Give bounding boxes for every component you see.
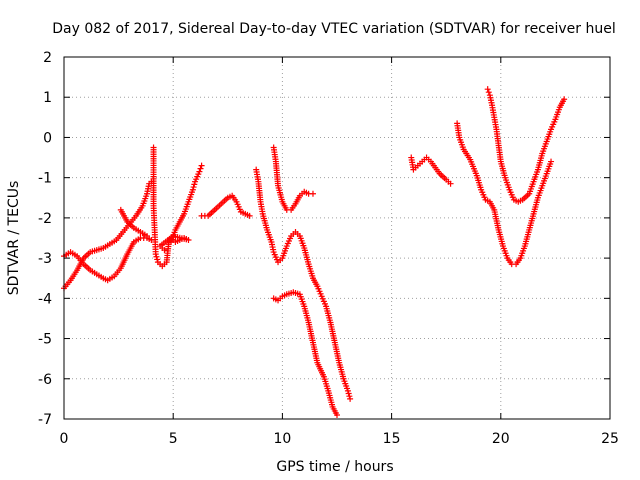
y-tick-label: 0	[43, 130, 52, 146]
y-axis-label: SDTVAR / TECUs	[6, 181, 22, 296]
data-point	[485, 86, 491, 92]
data-point	[199, 163, 205, 169]
series-track-6	[199, 193, 253, 219]
y-tick-label: -2	[38, 211, 52, 227]
series-track-5	[168, 163, 205, 245]
y-tick-label: 2	[43, 50, 52, 66]
x-axis-ticks: 0 5 10 15 20 25	[60, 57, 619, 447]
x-tick-label: 10	[273, 431, 291, 447]
data-point	[198, 166, 204, 172]
y-tick-label: -7	[38, 412, 52, 428]
x-tick-label: 15	[383, 431, 401, 447]
series-track-8	[271, 145, 316, 213]
series-track-12	[485, 86, 567, 205]
x-tick-label: 0	[60, 431, 69, 447]
series-track-7	[253, 167, 353, 402]
chart-title: Day 082 of 2017, Sidereal Day-to-day VTE…	[52, 21, 615, 37]
x-tick-label: 25	[601, 431, 619, 447]
x-tick-label: 5	[169, 431, 178, 447]
sdtvar-chart: Day 082 of 2017, Sidereal Day-to-day VTE…	[0, 0, 640, 480]
y-tick-label: -6	[38, 372, 52, 388]
data-points	[61, 86, 567, 418]
y-tick-label: -5	[38, 332, 52, 348]
series-track-11	[454, 120, 554, 267]
data-point	[310, 191, 316, 197]
data-point	[486, 89, 492, 95]
series-track-2	[61, 179, 154, 292]
y-tick-label: -4	[38, 291, 52, 307]
series-track-10	[408, 155, 453, 187]
y-tick-label: -3	[38, 251, 52, 267]
x-tick-label: 20	[492, 431, 510, 447]
y-tick-label: -1	[38, 171, 52, 187]
x-axis-label: GPS time / hours	[276, 459, 393, 475]
y-tick-label: 1	[43, 90, 52, 106]
